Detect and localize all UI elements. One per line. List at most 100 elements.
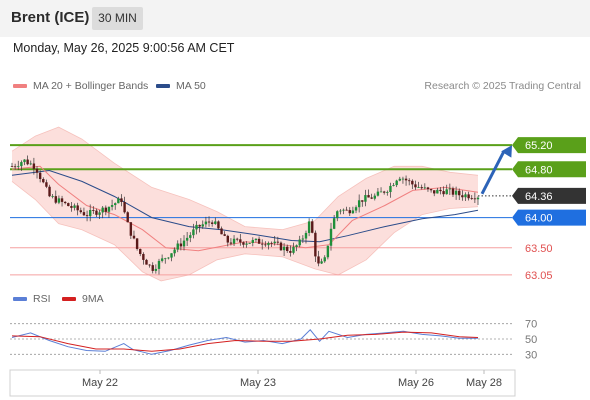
candle bbox=[417, 187, 420, 188]
candles-group bbox=[10, 155, 480, 275]
candle bbox=[439, 189, 442, 192]
candle bbox=[101, 207, 104, 213]
candle bbox=[67, 203, 70, 207]
candle bbox=[320, 261, 323, 264]
candle bbox=[232, 238, 236, 244]
candle bbox=[151, 265, 154, 271]
candle bbox=[76, 205, 79, 211]
candle bbox=[448, 188, 452, 190]
level-tag-63-05-text: 63.05 bbox=[525, 270, 553, 282]
legend-9ma-label: 9MA bbox=[82, 293, 104, 305]
candle bbox=[267, 242, 270, 246]
legend-ma50-label: MA 50 bbox=[176, 80, 206, 92]
candle bbox=[214, 221, 217, 224]
candle bbox=[307, 221, 311, 233]
candle bbox=[389, 185, 392, 193]
x-tick-label: May 28 bbox=[466, 377, 502, 389]
candle bbox=[295, 245, 298, 247]
candle bbox=[54, 196, 57, 203]
candle bbox=[304, 232, 308, 239]
candle bbox=[164, 258, 167, 260]
timestamp: Monday, May 26, 2025 9:00:56 AM CET bbox=[13, 41, 235, 55]
candle bbox=[129, 222, 133, 236]
level-tag-64-00: 64.00 bbox=[512, 209, 586, 226]
candle bbox=[467, 194, 470, 199]
ma50-swatch-icon bbox=[156, 84, 170, 88]
candle bbox=[139, 248, 142, 254]
candle bbox=[73, 205, 76, 208]
candle bbox=[23, 159, 26, 163]
rsi-tick-30: 30 bbox=[525, 349, 537, 361]
level-tag-64-80-box bbox=[512, 161, 586, 178]
candle bbox=[367, 195, 370, 198]
candle bbox=[126, 212, 129, 223]
candle bbox=[395, 180, 398, 186]
candle bbox=[154, 268, 158, 271]
candle bbox=[195, 224, 198, 230]
candle bbox=[454, 190, 458, 195]
candle bbox=[226, 235, 229, 243]
candle bbox=[173, 249, 176, 254]
candle bbox=[451, 188, 455, 195]
candle bbox=[88, 210, 92, 217]
current-price-tag: 64.36 bbox=[512, 187, 586, 204]
candle bbox=[179, 243, 183, 247]
candle bbox=[301, 238, 305, 240]
candle bbox=[382, 191, 386, 193]
candle bbox=[63, 201, 67, 204]
candle bbox=[420, 187, 423, 189]
ma20-line bbox=[11, 165, 479, 252]
candle bbox=[364, 195, 367, 202]
x-tick-label: May 23 bbox=[240, 377, 276, 389]
legend-rsi-label: RSI bbox=[33, 293, 51, 305]
candle bbox=[361, 200, 364, 202]
level-tag-65-20-box bbox=[512, 137, 586, 154]
candle bbox=[339, 210, 342, 212]
candle bbox=[198, 224, 201, 227]
x-tick-label: May 26 bbox=[398, 377, 434, 389]
credit: Research © 2025 Trading Central bbox=[424, 80, 581, 92]
level-tag-63-05: 63.05 bbox=[525, 270, 553, 282]
candle bbox=[123, 202, 126, 213]
candle bbox=[26, 159, 29, 165]
candle bbox=[17, 166, 20, 167]
legend-9ma: 9MA bbox=[62, 293, 104, 305]
candle bbox=[401, 178, 405, 180]
candle bbox=[114, 203, 117, 206]
candle bbox=[426, 187, 430, 190]
candle bbox=[323, 257, 326, 262]
candle bbox=[60, 198, 64, 202]
candle bbox=[185, 237, 189, 241]
legend-ma20-label: MA 20 + Bollinger Bands bbox=[33, 80, 149, 92]
candle bbox=[20, 162, 23, 167]
candle bbox=[167, 257, 170, 259]
candle bbox=[373, 195, 376, 199]
candle bbox=[289, 250, 292, 253]
candle bbox=[370, 197, 373, 199]
candle bbox=[348, 210, 351, 214]
candle bbox=[32, 163, 36, 169]
candle bbox=[329, 228, 333, 246]
candle bbox=[223, 234, 226, 236]
level-tag-63-50-text: 63.50 bbox=[525, 243, 553, 255]
rsi-series-9ma bbox=[11, 331, 479, 352]
candle bbox=[98, 212, 101, 215]
candle bbox=[242, 242, 245, 245]
rsi-tick-70: 70 bbox=[525, 319, 537, 331]
candle bbox=[407, 180, 411, 182]
candle bbox=[336, 211, 339, 219]
candle bbox=[45, 182, 48, 187]
candle bbox=[210, 222, 214, 224]
level-tag-65-20-text: 65.20 bbox=[525, 140, 553, 152]
candle bbox=[470, 198, 473, 200]
candle bbox=[142, 253, 145, 260]
candle bbox=[476, 197, 480, 200]
candle bbox=[182, 240, 186, 247]
level-tag-63-50: 63.50 bbox=[525, 243, 553, 255]
candle bbox=[292, 246, 295, 253]
candle bbox=[379, 191, 383, 193]
target-arrow-line bbox=[480, 150, 506, 195]
timeframe-button[interactable]: 30 MIN bbox=[92, 7, 143, 30]
candle bbox=[70, 206, 73, 208]
